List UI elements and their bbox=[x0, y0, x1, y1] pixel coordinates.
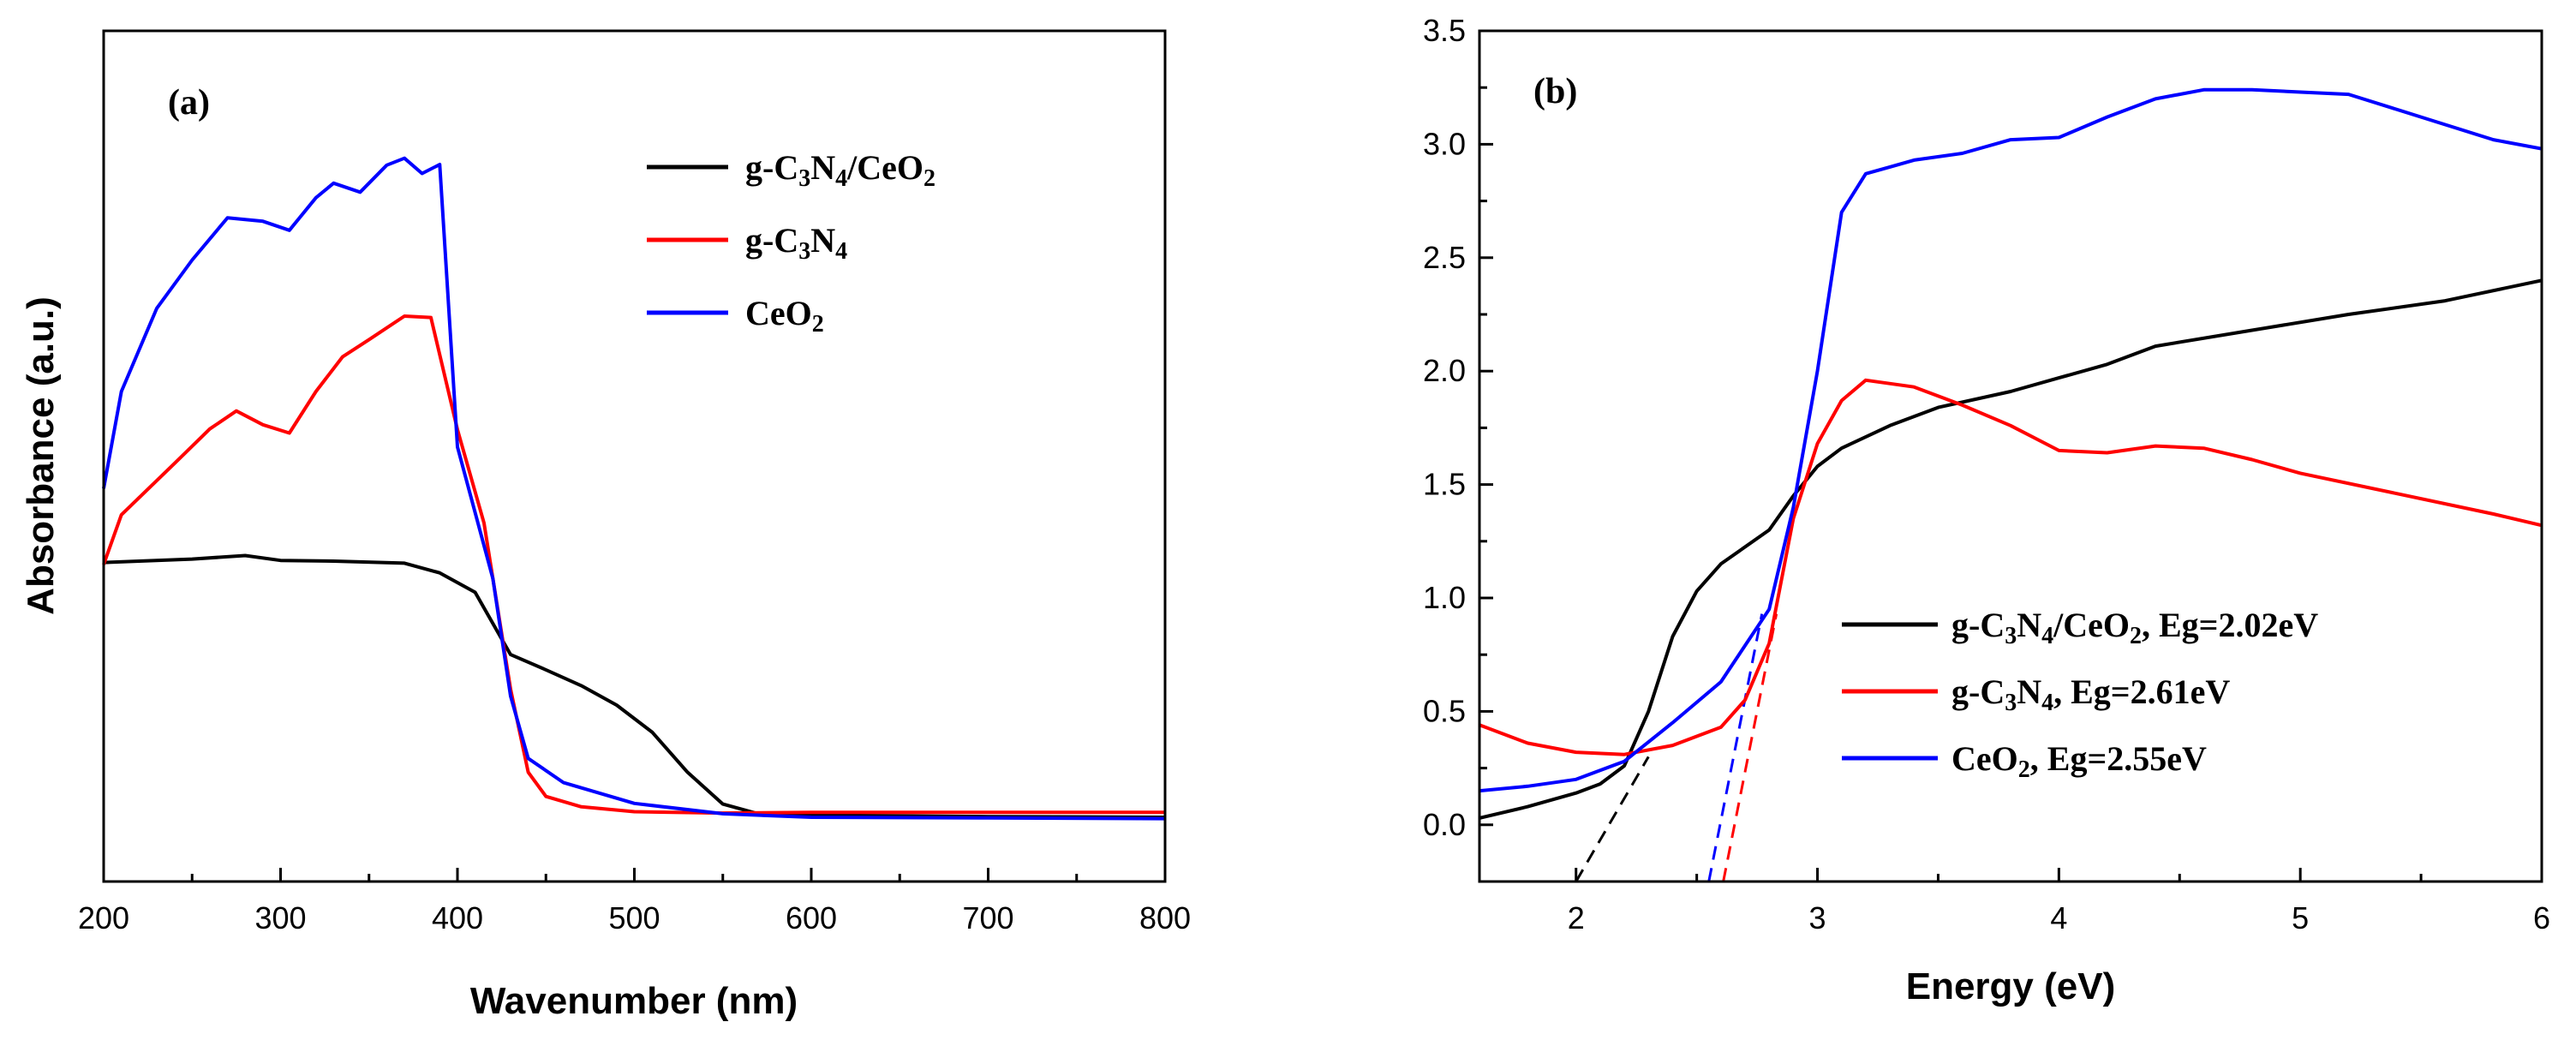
panel-a-frame bbox=[102, 29, 1167, 883]
panel-a-plot-area bbox=[102, 156, 1166, 821]
panel-b-y-tick-label: 3.5 bbox=[1423, 13, 1466, 48]
panel-a-series-0 bbox=[103, 553, 1166, 819]
panel-a-x-tick-label: 700 bbox=[962, 900, 1013, 935]
panel-a-x-tick-label: 500 bbox=[608, 900, 660, 935]
panel-b-fit-line-2 bbox=[1722, 613, 1778, 882]
panel-b-y-tick-label: 1.0 bbox=[1423, 580, 1466, 615]
panel-a-x-tick-label: 800 bbox=[1139, 900, 1191, 935]
panel-a-legend-label-2: CeO2 bbox=[745, 294, 824, 338]
panel-b-x-tick-label: 6 bbox=[2533, 900, 2550, 935]
panel-b-y-tick-label: 2.5 bbox=[1423, 240, 1466, 275]
panel-b-y-axis: 0.0 0.5 1.0 1.5 2.0 2.5 3.0 3.5 bbox=[1423, 13, 1493, 842]
panel-a-x-tick-label: 300 bbox=[254, 900, 306, 935]
panel-b-x-axis: 2 3 4 5 6 bbox=[1568, 868, 2550, 935]
panel-b-x-axis-title: Energy (eV) bbox=[1906, 965, 2116, 1007]
panel-b-legend: g-C3N4/CeO2, Eg=2.02eV g-C3N4, Eg=2.61eV C… bbox=[1842, 606, 2318, 783]
panel-a-x-tick-label: 600 bbox=[786, 900, 837, 935]
panel-a-legend: g-C3N4/CeO2 g-C3N4 CeO2 bbox=[647, 148, 935, 338]
panel-b-curves bbox=[1479, 87, 2542, 882]
panel-a-x-tick-label: 200 bbox=[78, 900, 129, 935]
panel-a-series-1 bbox=[102, 314, 1165, 816]
panel-b-x-tick-label: 5 bbox=[2292, 900, 2309, 935]
panel-a-y-axis-title: Absorbance (a.u.) bbox=[20, 296, 62, 615]
panel-b-label: (b) bbox=[1533, 72, 1577, 111]
panel-a-series-2 bbox=[102, 156, 1166, 821]
panel-b-legend-label-0: g-C3N4/CeO2, Eg=2.02eV bbox=[1951, 606, 2318, 649]
panel-a-x-axis: 200 300 400 500 600 700 800 bbox=[78, 868, 1191, 935]
panel-b-legend-label-2: CeO2, Eg=2.55eV bbox=[1951, 739, 2207, 783]
panel-b-x-tick-label: 3 bbox=[1809, 900, 1826, 935]
panel-b-fit-line-1 bbox=[1707, 613, 1764, 882]
panel-b-fit-line-0 bbox=[1575, 756, 1650, 882]
panel-b-y-tick-label: 1.5 bbox=[1423, 467, 1466, 502]
panel-a-label: (a) bbox=[168, 83, 210, 123]
panel-b-legend-label-1: g-C3N4, Eg=2.61eV bbox=[1951, 672, 2230, 716]
panel-b-frame bbox=[1478, 29, 2543, 883]
panel-b-series-0 bbox=[1479, 278, 2542, 820]
panel-b-y-tick-label: 3.0 bbox=[1423, 126, 1466, 161]
panel-b-y-tick-label: 2.0 bbox=[1423, 353, 1466, 388]
panel-a-legend-label-0: g-C3N4/CeO2 bbox=[745, 148, 935, 192]
panel-b-series-2 bbox=[1479, 87, 2542, 793]
panel-b-series-1 bbox=[1479, 378, 2542, 756]
panel-b-energy: 2 3 4 5 6 0.0 0.5 1.0 1.5 2.0 2.5 3.0 3.5 (b) Energ… bbox=[1423, 13, 2550, 1007]
panel-b-x-tick-label: 2 bbox=[1568, 900, 1585, 935]
panel-b-x-tick-label: 4 bbox=[2050, 900, 2067, 935]
panel-b-plot-area bbox=[1479, 87, 2542, 882]
panel-b-y-tick-label: 0.0 bbox=[1423, 807, 1466, 842]
panel-a-x-axis-title: Wavenumber (nm) bbox=[470, 980, 798, 1022]
panel-a-x-tick-label: 400 bbox=[432, 900, 483, 935]
panel-a-absorbance: 200 300 400 500 600 700 800 (a) Wavenumber (nm… bbox=[20, 29, 1191, 1022]
panel-a-legend-label-1: g-C3N4 bbox=[745, 221, 847, 265]
panel-b-y-tick-label: 0.5 bbox=[1423, 693, 1466, 728]
